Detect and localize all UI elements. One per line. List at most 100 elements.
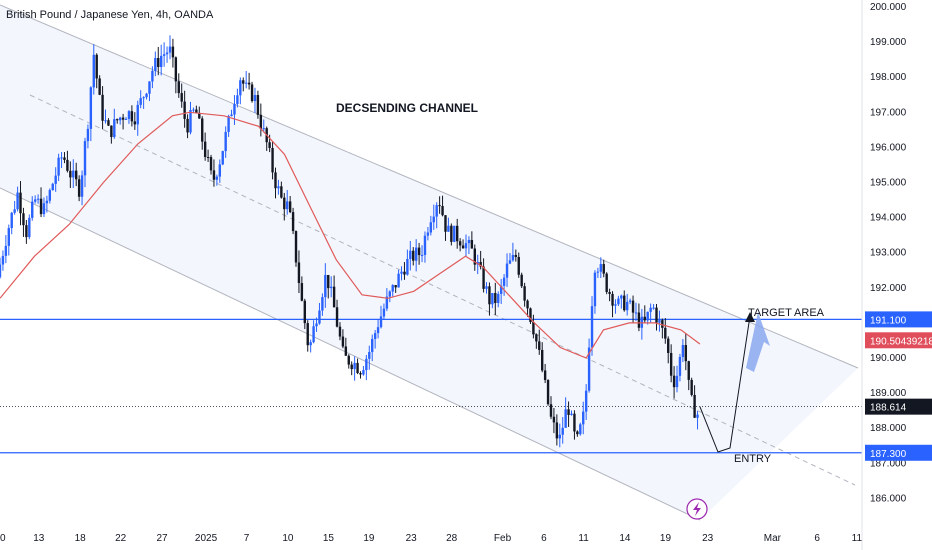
candle-body [101,94,104,121]
candle-body [649,307,652,312]
candle-body [262,128,265,130]
candle-body [344,346,348,356]
time-tick-label: 18 [75,533,87,544]
candle-body [89,87,93,129]
candle-body [13,209,16,213]
time-tick-label: 19 [363,533,375,544]
candle-body [159,55,163,68]
candle-body [482,266,485,289]
candle-body [420,254,424,256]
candle-body [549,404,553,417]
candle-body [614,304,617,306]
price-tick-label: 188.000 [870,423,907,434]
candle-body [368,352,371,359]
candle-body [48,190,52,201]
candle-body [667,338,670,353]
candle-body [256,95,260,115]
target-price-badge: 191.100 [870,315,907,326]
candle-body [652,307,655,309]
candle-body [92,54,95,88]
candle-body [599,264,603,272]
candle-body [388,291,391,297]
candle-body [520,274,523,287]
candle-body [438,205,441,207]
candle-body [564,409,567,428]
candle-body [529,308,532,322]
flash-button[interactable] [686,498,708,520]
time-tick-label: 6 [541,533,547,544]
time-tick-label: 14 [619,533,631,544]
candle-body [291,212,295,232]
candle-body [236,95,239,105]
candle-body [502,277,506,286]
candle-body [397,273,400,288]
moving-average-line [0,111,701,359]
candle-body [321,297,324,311]
candle-body [394,285,397,288]
candle-body [280,186,283,198]
candle-body [379,316,383,328]
candle-body [570,413,573,415]
candle-body [203,141,207,158]
candle-body [98,78,101,95]
candle-body [464,243,468,249]
candle-body [201,118,204,142]
price-tick-label: 187.000 [870,458,907,469]
candle-body [116,119,119,121]
candle-body [312,326,315,343]
candle-body [329,286,333,289]
candle-body [409,250,412,260]
candle-body [227,116,230,132]
candle-body [31,201,34,218]
candle-body [0,264,2,278]
candle-body [224,131,227,152]
candle-body [7,228,10,246]
candle-body [461,245,465,249]
candle-body [693,394,696,418]
candle-body [45,200,49,204]
candle-body [359,373,362,375]
projection-path [699,312,770,453]
channel-lower-line [0,187,701,521]
price-tick-label: 194.000 [870,213,907,224]
candle-body [250,84,254,102]
candle-body [450,225,453,242]
candle-body [218,164,222,177]
candle-body [690,379,693,395]
candle-body [130,111,134,122]
projection-arrowhead [745,312,755,322]
candle-body [306,323,309,346]
candle-body [33,199,37,202]
candle-body [54,175,57,184]
candle-body [517,256,520,275]
candle-body [113,119,116,138]
time-tick-label: 23 [702,533,714,544]
candle-body [66,159,69,171]
channel-upper-line [0,4,859,369]
time-axis[interactable]: 10 13 18 22 27 2025 7 10 15 19 23 28 Feb 6 11 14 19 23 Mar… [0,533,862,544]
candle-body [133,121,137,125]
candle-body [561,427,564,435]
candle-body [39,198,43,215]
candle-body [453,225,456,242]
candle-body [447,225,450,232]
candle-body [608,292,611,294]
time-tick-label: 13 [33,533,45,544]
time-tick-label: 15 [323,533,335,544]
candle-body [602,264,605,274]
candle-body [174,57,178,82]
candle-body [456,225,459,242]
candle-body [338,326,342,337]
candle-body [294,231,298,263]
candle-body [309,342,312,346]
price-tick-label: 198.000 [870,72,907,83]
candles [0,35,699,448]
candle-body [19,192,22,214]
candle-body [244,82,248,84]
price-axis[interactable]: 200.000 199.000 198.000 197.000 196.000 195.0… [870,2,907,504]
candle-body [625,301,629,311]
candle-body [473,248,476,265]
candle-body [634,312,638,314]
candle-body [444,215,447,232]
